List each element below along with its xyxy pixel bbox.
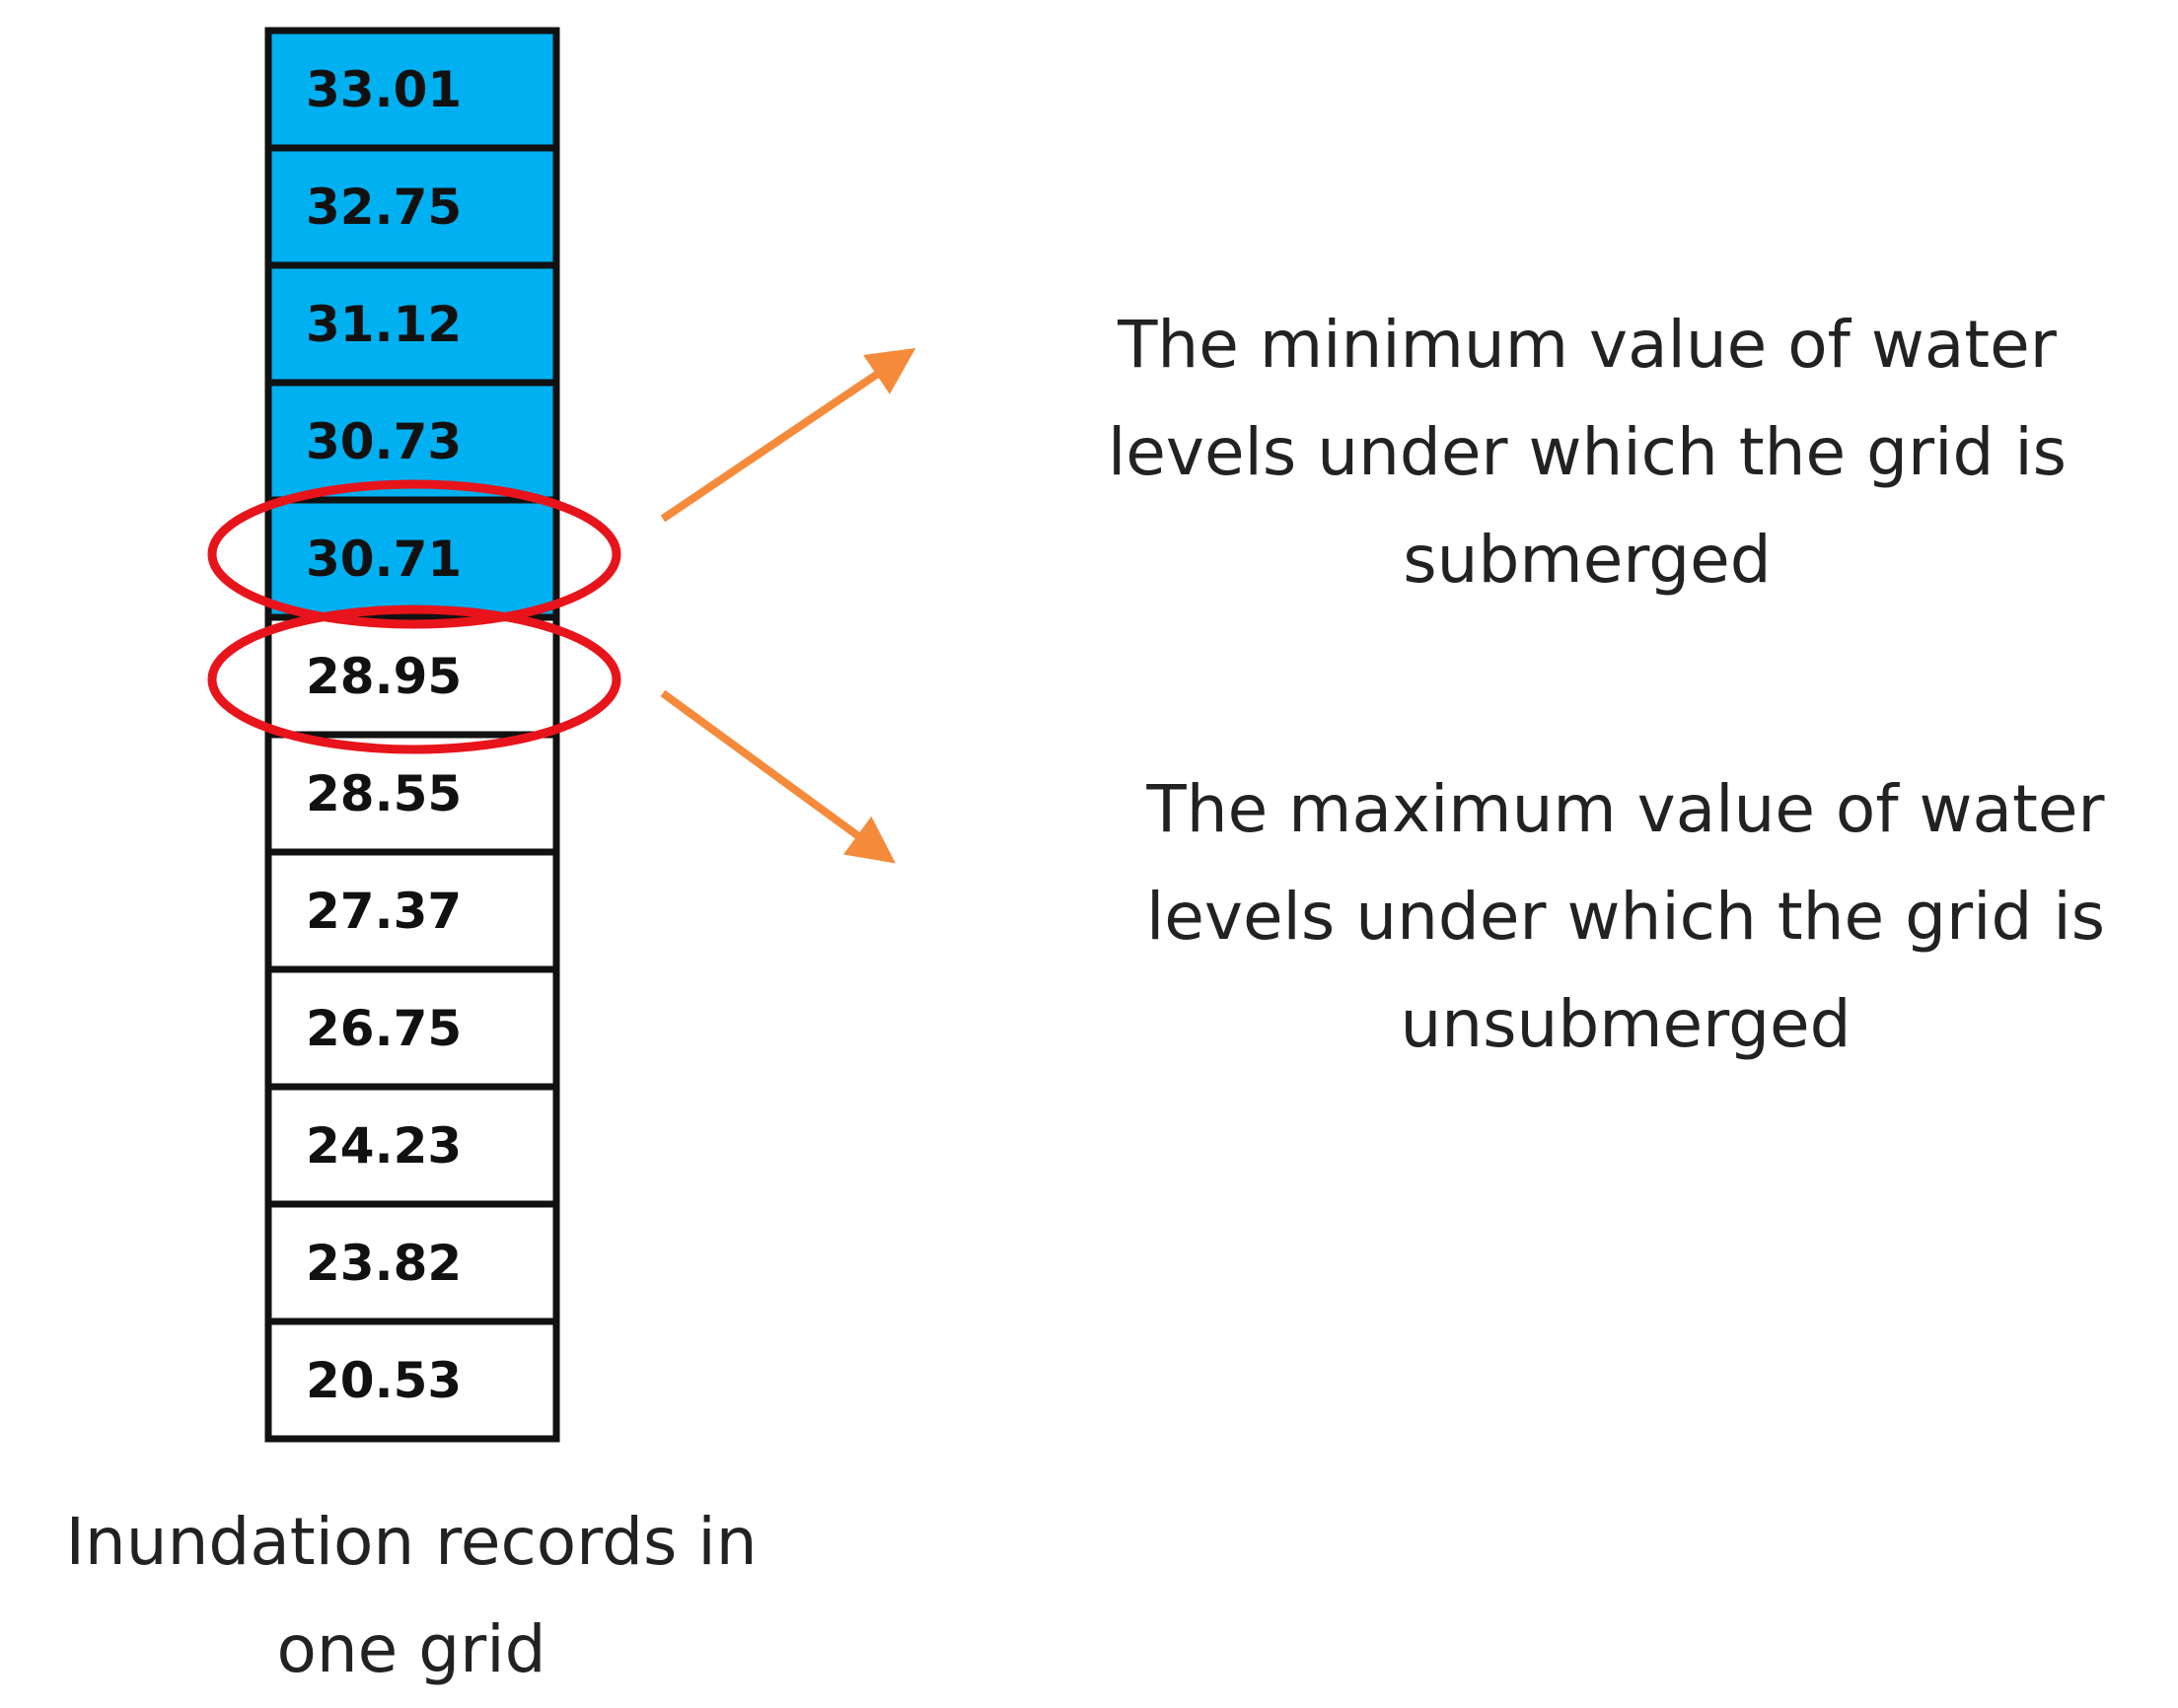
cell-value: 28.55: [306, 765, 462, 822]
highlight-ellipse: [207, 605, 621, 754]
caption-line: one grid: [276, 1611, 545, 1687]
cell-value: 26.75: [306, 1000, 462, 1057]
arrow: [660, 689, 896, 864]
cell-value: 28.95: [306, 648, 462, 705]
cell: [264, 613, 560, 739]
cell: [264, 1317, 560, 1443]
cell: [264, 848, 560, 973]
cell-value: 20.53: [306, 1352, 462, 1409]
cell: [264, 1200, 560, 1325]
cell-value: 30.73: [306, 413, 462, 470]
annotation-line: The minimum value of water: [1117, 307, 2058, 383]
cell-value: 32.75: [306, 178, 462, 236]
cell-value: 33.01: [306, 61, 462, 118]
annotation-line: The maximum value of water: [1145, 771, 2105, 847]
annotation-line: levels under which the grid is: [1146, 879, 2105, 955]
cell-value: 24.23: [306, 1117, 462, 1174]
cell-value: 30.71: [306, 531, 462, 588]
annotation-line: levels under which the grid is: [1108, 414, 2067, 490]
annotation-line: unsubmerged: [1400, 986, 1851, 1062]
cell-value: 23.82: [306, 1235, 462, 1292]
cell: [264, 1083, 560, 1208]
cell-value: 31.12: [306, 296, 462, 353]
annotation-line: submerged: [1403, 522, 1771, 598]
caption-line: Inundation records in: [65, 1504, 757, 1580]
cell-value: 27.37: [306, 883, 462, 940]
arrow: [660, 348, 916, 523]
highlight-ellipse: [207, 479, 621, 629]
